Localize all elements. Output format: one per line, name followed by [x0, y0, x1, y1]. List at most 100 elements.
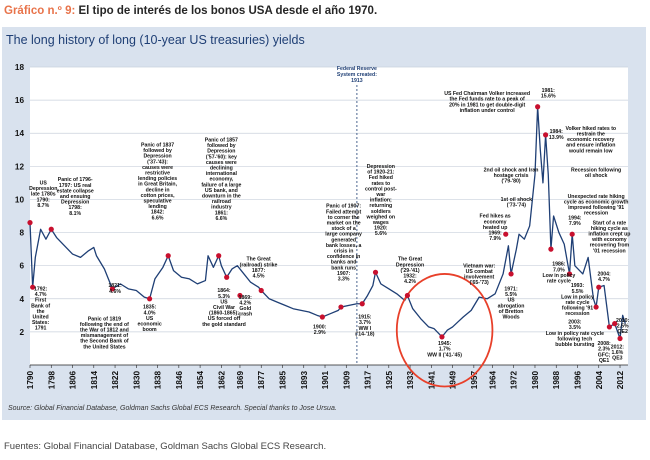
x-tick-label: 1822: [111, 371, 120, 390]
data-marker: [30, 284, 36, 290]
heading-number: Gráfico n.º 9:: [4, 5, 76, 17]
data-marker: [147, 296, 153, 302]
data-marker: [503, 231, 509, 237]
annotation-label: 2010: 2.5% QE2: [616, 318, 630, 335]
annotation-label: Panic of 1819 following the end of the War…: [80, 316, 129, 350]
x-tick-label: 1988: [552, 371, 561, 390]
annotation-label: 1900: 2.9%: [313, 325, 327, 337]
data-marker: [319, 314, 325, 320]
x-tick-label: 1901: [321, 371, 330, 390]
data-marker: [593, 304, 599, 310]
x-tick-label: 2004: [595, 371, 604, 390]
data-marker: [109, 286, 115, 292]
annotation-label: 2004: 4.7%: [597, 272, 611, 284]
data-marker: [439, 334, 445, 340]
annotation-label: 1986: 7.0% Low in policy rate cycle: [542, 262, 575, 285]
annotation-label: 2nd oil shock and Iran hostage crisis ('79…: [484, 167, 539, 184]
data-marker: [48, 226, 54, 232]
y-tick-label: 8: [19, 229, 24, 238]
x-tick-label: 1869: [236, 371, 245, 390]
annotation-label: 1984: 13.9%: [549, 129, 564, 141]
heading-text: El tipo de interés de los bonos USA desd…: [78, 5, 378, 17]
annotation-label: 1835: 4.0% US economic boom: [137, 305, 161, 333]
annotation-label: US Fed Chairman Volker increased the Fed …: [444, 91, 530, 114]
y-tick-label: 10: [15, 195, 25, 204]
data-marker: [606, 324, 612, 330]
annotation-label: The Great Depression ('29-'41) 1932: 4.2%: [396, 257, 424, 285]
data-marker: [372, 269, 379, 275]
data-marker: [508, 271, 514, 277]
data-marker: [404, 292, 411, 299]
x-tick-label: 1790: [26, 371, 35, 390]
x-tick-label: 1893: [300, 371, 309, 390]
annotation-label: Volker hiked rates to restrain the economi…: [565, 126, 616, 154]
annotation-label: 1864: 5.3% US Civil War (1860-1865): US force…: [202, 288, 246, 328]
data-marker: [596, 284, 602, 290]
data-marker: [569, 231, 575, 237]
annotation-label: 2003: 3.5% Low in policy rate cycle followi…: [546, 320, 604, 348]
chart-source-note: Source: Global Financial Database, Goldm…: [8, 405, 337, 412]
x-tick-label: 1885: [278, 371, 287, 390]
annotation-label: Start of a rate hiking cycle as inflation …: [588, 220, 630, 254]
x-tick-label: 1917: [364, 371, 373, 390]
annotation-label: Recession following oil shock: [571, 167, 621, 179]
x-tick-label: 1814: [90, 371, 99, 390]
annotation-label: The Great (railroad) strike 1877: 4.5%: [240, 257, 278, 280]
x-tick-label: 1996: [574, 371, 583, 390]
annotation-label: Panic of 1907: Failed attempt to corner th…: [325, 204, 362, 283]
data-marker: [258, 287, 264, 294]
data-marker: [237, 292, 243, 299]
annotation-label: Fed hikes as economy heated up 1969: 7.9%: [480, 214, 511, 242]
x-tick-label: 1806: [69, 371, 78, 390]
yield-chart: 2 4 6 8 10 12 14 16 18 1790 1798 1806 1814 1822 1830 18…: [15, 63, 631, 390]
x-tick-label: 1854: [196, 371, 205, 390]
annotation-label: Vietnam war: US combat involvement ('65-'73…: [463, 263, 495, 286]
ww2-highlight-circle: [395, 273, 494, 388]
y-tick-label: 14: [15, 129, 25, 138]
chart-title: The long history of long (10-year US tre…: [6, 33, 305, 47]
annotation-label: 1945: 1.7% WW II ('41-'45): [427, 341, 462, 358]
annotation-label: 1993: 5.5% Low in policy rate cycle followin…: [561, 283, 594, 317]
annotation-label: 1792: 4.7% First Bank of the United States: 179…: [31, 287, 50, 332]
x-tick-label: 1798: [47, 371, 56, 390]
annotation-label: Depression of 1920-21: Fed hiked rates to co…: [365, 164, 397, 237]
data-marker: [566, 271, 573, 277]
chart-panel: The long history of long (10-year US tre…: [2, 27, 646, 420]
x-tick-label: 1957: [470, 371, 479, 390]
annotation-label: 2008: 2.3% GFC; QE1: [597, 341, 611, 364]
data-marker: [224, 274, 230, 280]
y-tick-label: 18: [15, 63, 25, 72]
data-marker: [165, 253, 171, 259]
data-marker: [535, 104, 541, 110]
plot-area: [30, 67, 628, 365]
annotation-label: Panic of 1796-1797: US real estate collap…: [57, 177, 94, 217]
x-tick-label: 1980: [531, 371, 540, 390]
x-tick-label: 2012: [616, 371, 625, 390]
annotation-label: 1821: 4.6%: [108, 283, 122, 295]
data-marker: [617, 335, 623, 342]
data-marker: [338, 304, 344, 310]
annotation-label: 1869: 4.2% Gold crash: [238, 295, 252, 318]
data-marker: [216, 253, 222, 259]
x-tick-label: 1877: [257, 371, 266, 390]
annotation-label: Unexpected rate hiking cycle as economic …: [564, 194, 629, 217]
x-tick-label: 1925: [385, 371, 394, 390]
page-heading: Gráfico n.º 9: El tipo de interés de los…: [4, 5, 377, 17]
x-tick-label: 1909: [342, 371, 351, 390]
data-marker: [548, 246, 554, 252]
x-tick-label: 1972: [510, 371, 519, 390]
annotation-label: 2012: 1.6% QE3: [611, 344, 625, 361]
fed-reserve-label: Federal Reserve System created: 1913: [337, 66, 377, 84]
x-tick-label: 1846: [175, 371, 184, 390]
annotation-label: 1994: 7.9%: [568, 215, 582, 227]
data-marker: [359, 301, 365, 307]
x-tick-label: 1933: [406, 371, 415, 390]
y-tick-label: 4: [19, 295, 24, 304]
annotation-label: 1915: 3.7% WW I ('14-'18): [355, 315, 374, 338]
x-tick-label: 1949: [449, 371, 458, 390]
y-tick-label: 16: [15, 96, 25, 105]
footer-source: Fuentes: Global Financial Database, Gold…: [4, 441, 327, 452]
annotation-label: 1st oil shock ('73-'74): [501, 197, 533, 209]
x-tick-label: 1941: [427, 371, 436, 390]
data-marker: [612, 321, 618, 327]
